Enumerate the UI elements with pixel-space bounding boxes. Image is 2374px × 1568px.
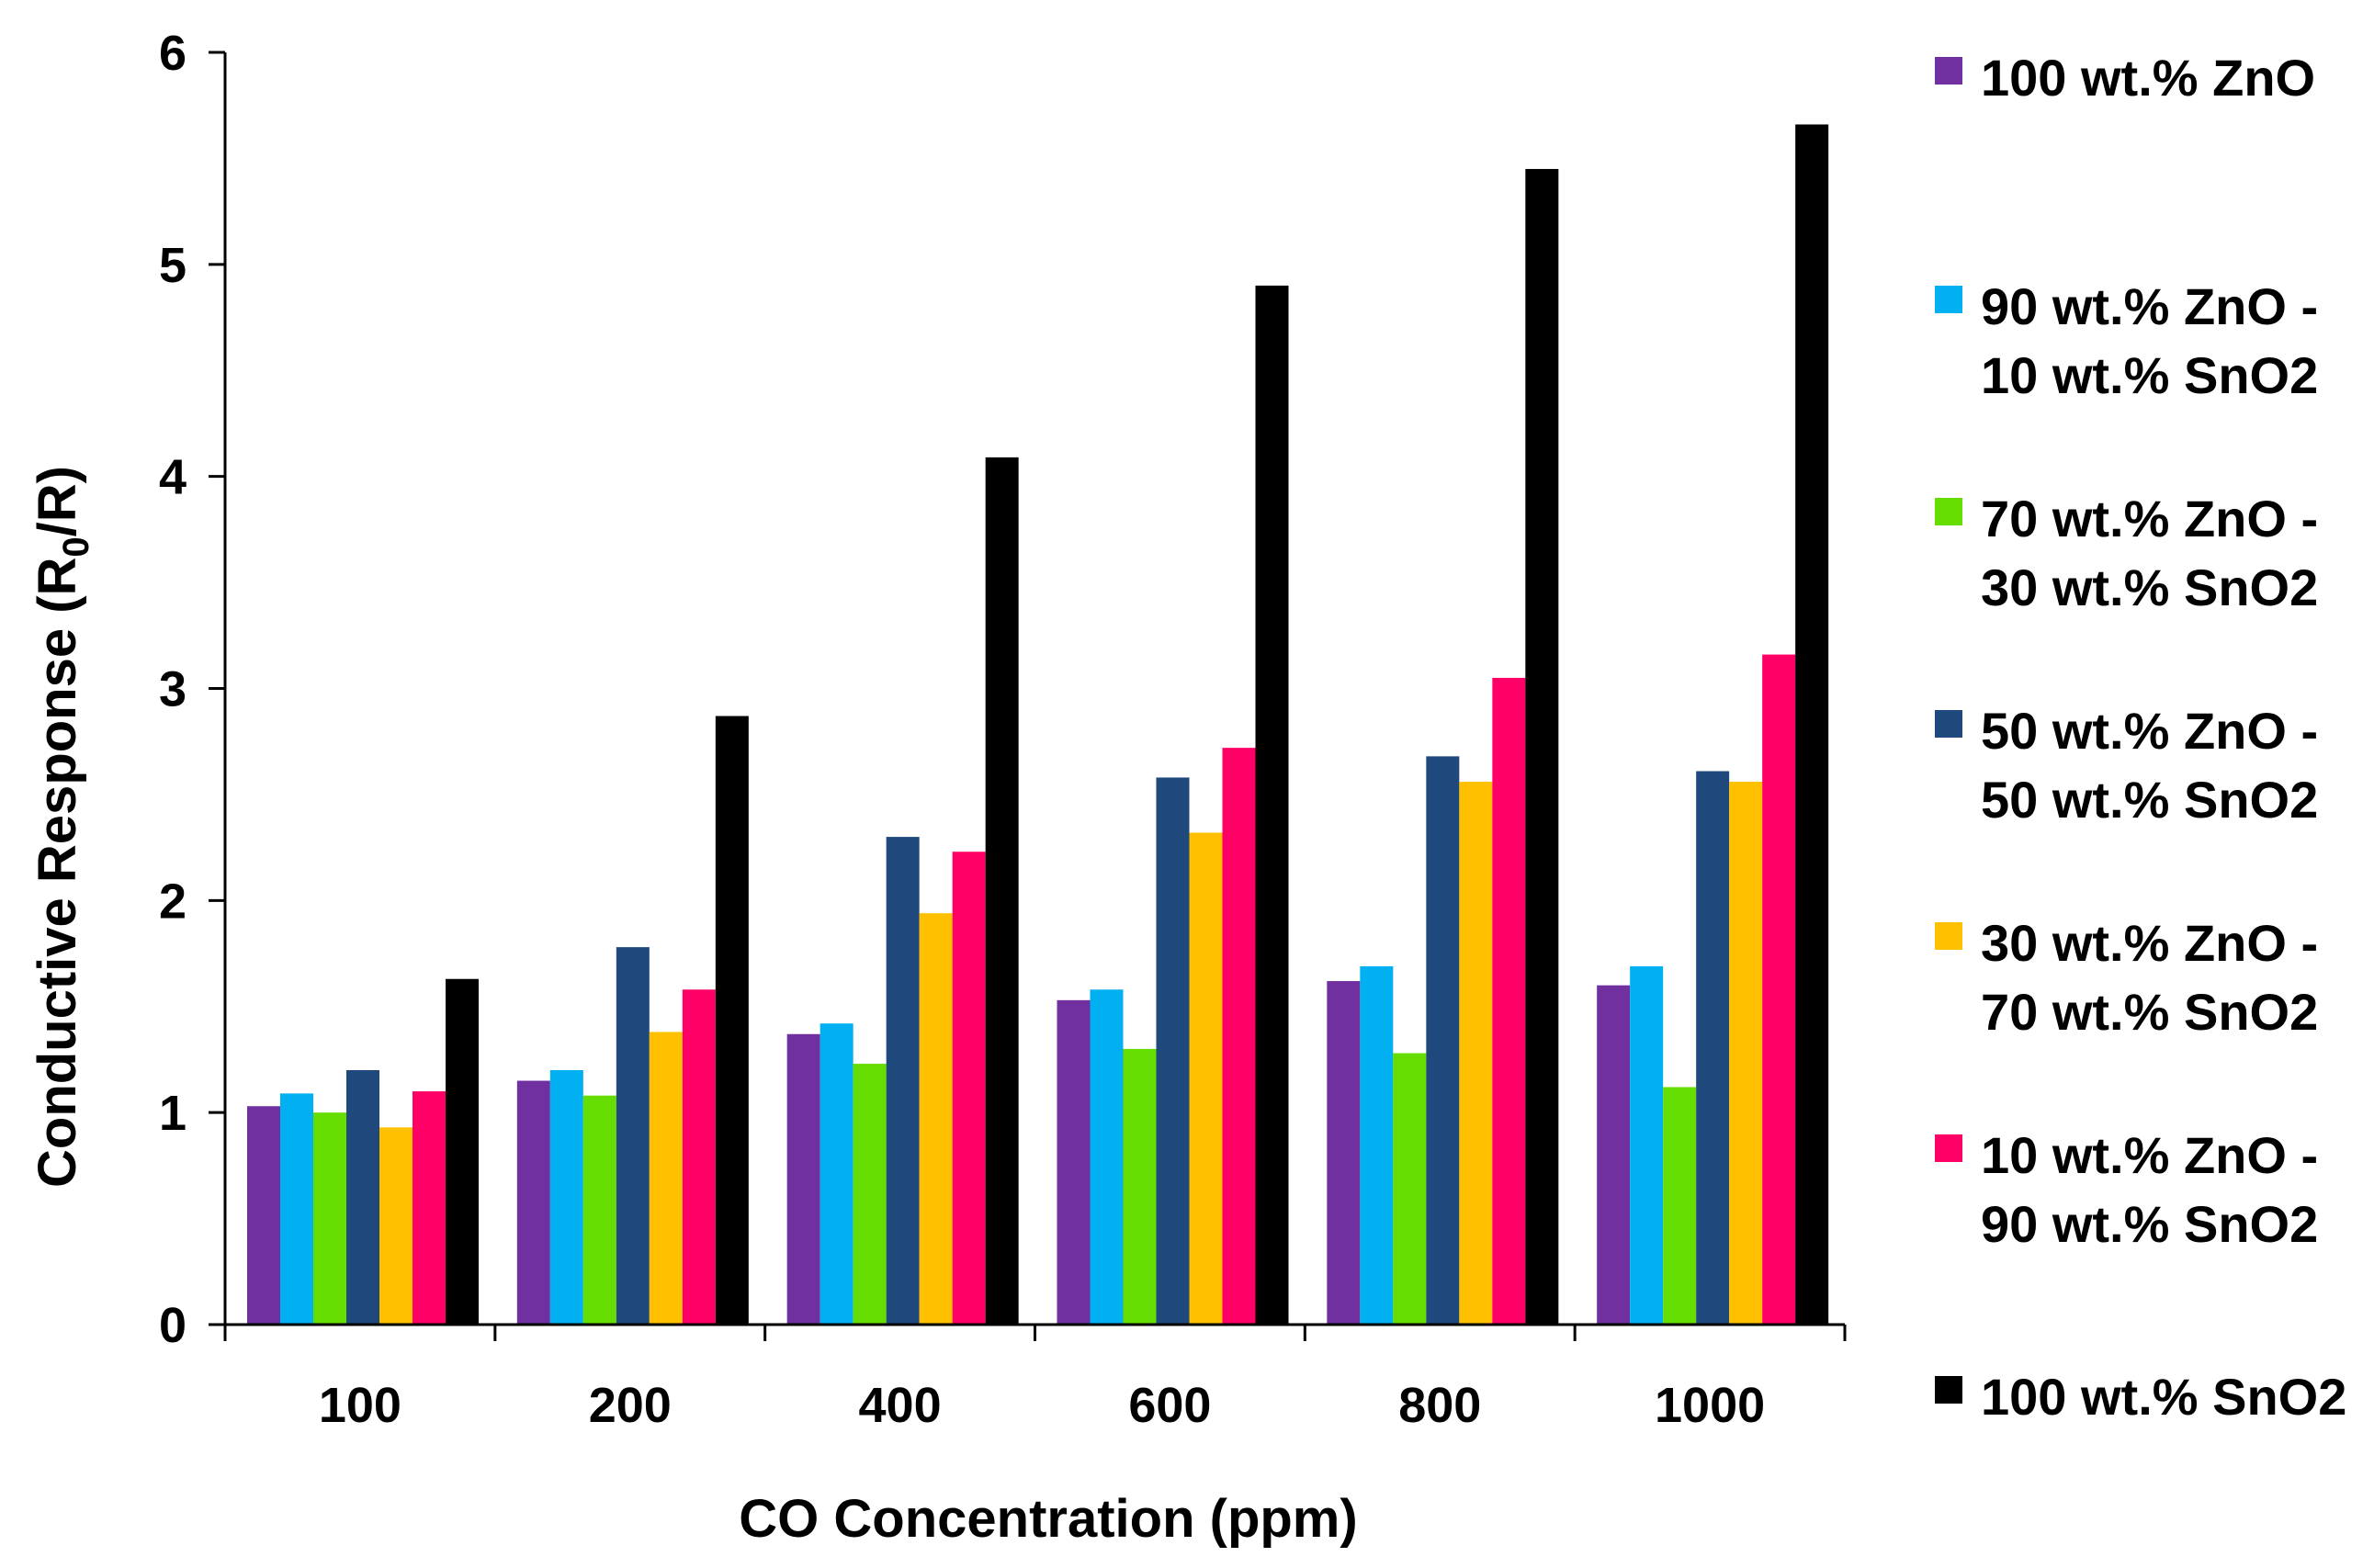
bar <box>649 1032 683 1325</box>
bar <box>682 989 716 1325</box>
legend-swatch <box>1935 286 1962 313</box>
bar <box>1459 782 1493 1325</box>
bar <box>786 1033 820 1325</box>
bar <box>413 1091 446 1325</box>
bar <box>1762 654 1796 1325</box>
legend-label: 10 wt.% ZnO - <box>1981 1126 2318 1184</box>
bar <box>313 1112 346 1325</box>
bar <box>1597 985 1631 1325</box>
legend-label: 90 wt.% ZnO - <box>1981 277 2318 335</box>
y-tick-label: 2 <box>159 874 187 929</box>
bar <box>1057 999 1091 1325</box>
y-axis-title-subscript: 0 <box>56 536 96 557</box>
bar <box>715 716 749 1325</box>
bar <box>1525 168 1559 1325</box>
y-tick-labels: 0 1 2 3 4 5 6 <box>159 26 187 1353</box>
legend: 100 wt.% ZnO 90 wt.% ZnO - 10 wt.% SnO2 70 … <box>1935 49 2346 1426</box>
y-axis-title-tail: /R) <box>28 466 87 536</box>
x-tick-label: 800 <box>1398 1378 1481 1433</box>
bar <box>1255 285 1289 1325</box>
x-tick-labels: 100 200 400 600 800 1000 <box>319 1378 1765 1433</box>
legend-label: 50 wt.% SnO2 <box>1981 771 2318 829</box>
bar <box>280 1093 313 1325</box>
bar <box>1327 981 1361 1325</box>
bar <box>1630 965 1664 1325</box>
bar <box>516 1080 550 1325</box>
legend-swatch <box>1935 498 1962 525</box>
bar <box>446 978 479 1325</box>
y-tick-label: 4 <box>159 450 187 505</box>
bar <box>1696 771 1730 1325</box>
bar <box>379 1127 413 1325</box>
bar <box>985 457 1019 1325</box>
x-tick-label: 400 <box>859 1378 942 1433</box>
x-tick-label: 100 <box>319 1378 401 1433</box>
legend-swatch <box>1935 1134 1962 1162</box>
bar <box>853 1064 887 1325</box>
legend-label: 10 wt.% SnO2 <box>1981 346 2318 404</box>
legend-swatch <box>1935 922 1962 950</box>
legend-swatch <box>1935 57 1962 85</box>
bar <box>1360 965 1394 1325</box>
y-tick-label: 6 <box>159 26 187 81</box>
x-tick-label: 200 <box>589 1378 672 1433</box>
bar <box>886 837 920 1325</box>
y-axis-title-main: Conductive Response (R <box>28 558 87 1188</box>
bars-layer <box>247 124 1829 1325</box>
bar <box>1795 124 1829 1325</box>
legend-swatch <box>1935 710 1962 738</box>
bar <box>1123 1048 1157 1325</box>
bar <box>1492 677 1526 1325</box>
bar <box>549 1070 583 1325</box>
bar <box>346 1070 379 1325</box>
bar <box>1189 832 1223 1325</box>
legend-label: 70 wt.% ZnO - <box>1981 490 2318 547</box>
legend-label: 50 wt.% ZnO - <box>1981 702 2318 760</box>
bar <box>1222 748 1256 1325</box>
x-tick-label: 600 <box>1128 1378 1211 1433</box>
bar <box>1393 1053 1427 1325</box>
y-axis-title: Conductive Response (R0/R) <box>28 466 96 1188</box>
bar <box>1729 782 1763 1325</box>
bar <box>247 1106 280 1325</box>
bar <box>952 852 986 1325</box>
legend-label: 90 wt.% SnO2 <box>1981 1195 2318 1253</box>
bar <box>1156 777 1190 1325</box>
bar <box>919 913 953 1325</box>
y-tick-label: 0 <box>159 1298 187 1353</box>
legend-label: 30 wt.% SnO2 <box>1981 558 2318 616</box>
bar <box>616 947 650 1325</box>
x-axis-title: CO Concentration (ppm) <box>739 1489 1357 1549</box>
bar <box>582 1095 616 1325</box>
y-tick-label: 1 <box>159 1086 187 1141</box>
y-tick-label: 5 <box>159 238 187 293</box>
y-tick-label: 3 <box>159 662 187 717</box>
bar <box>1090 989 1124 1325</box>
legend-label: 70 wt.% SnO2 <box>1981 983 2318 1041</box>
bar <box>1663 1087 1697 1325</box>
legend-label: 100 wt.% SnO2 <box>1981 1368 2346 1426</box>
bar <box>820 1023 854 1325</box>
legend-label: 100 wt.% ZnO <box>1981 49 2315 107</box>
axes-layer <box>209 51 1847 1341</box>
x-tick-label: 1000 <box>1655 1378 1765 1433</box>
legend-label: 30 wt.% ZnO - <box>1981 914 2318 972</box>
legend-swatch <box>1935 1376 1962 1404</box>
bar <box>1426 756 1460 1325</box>
